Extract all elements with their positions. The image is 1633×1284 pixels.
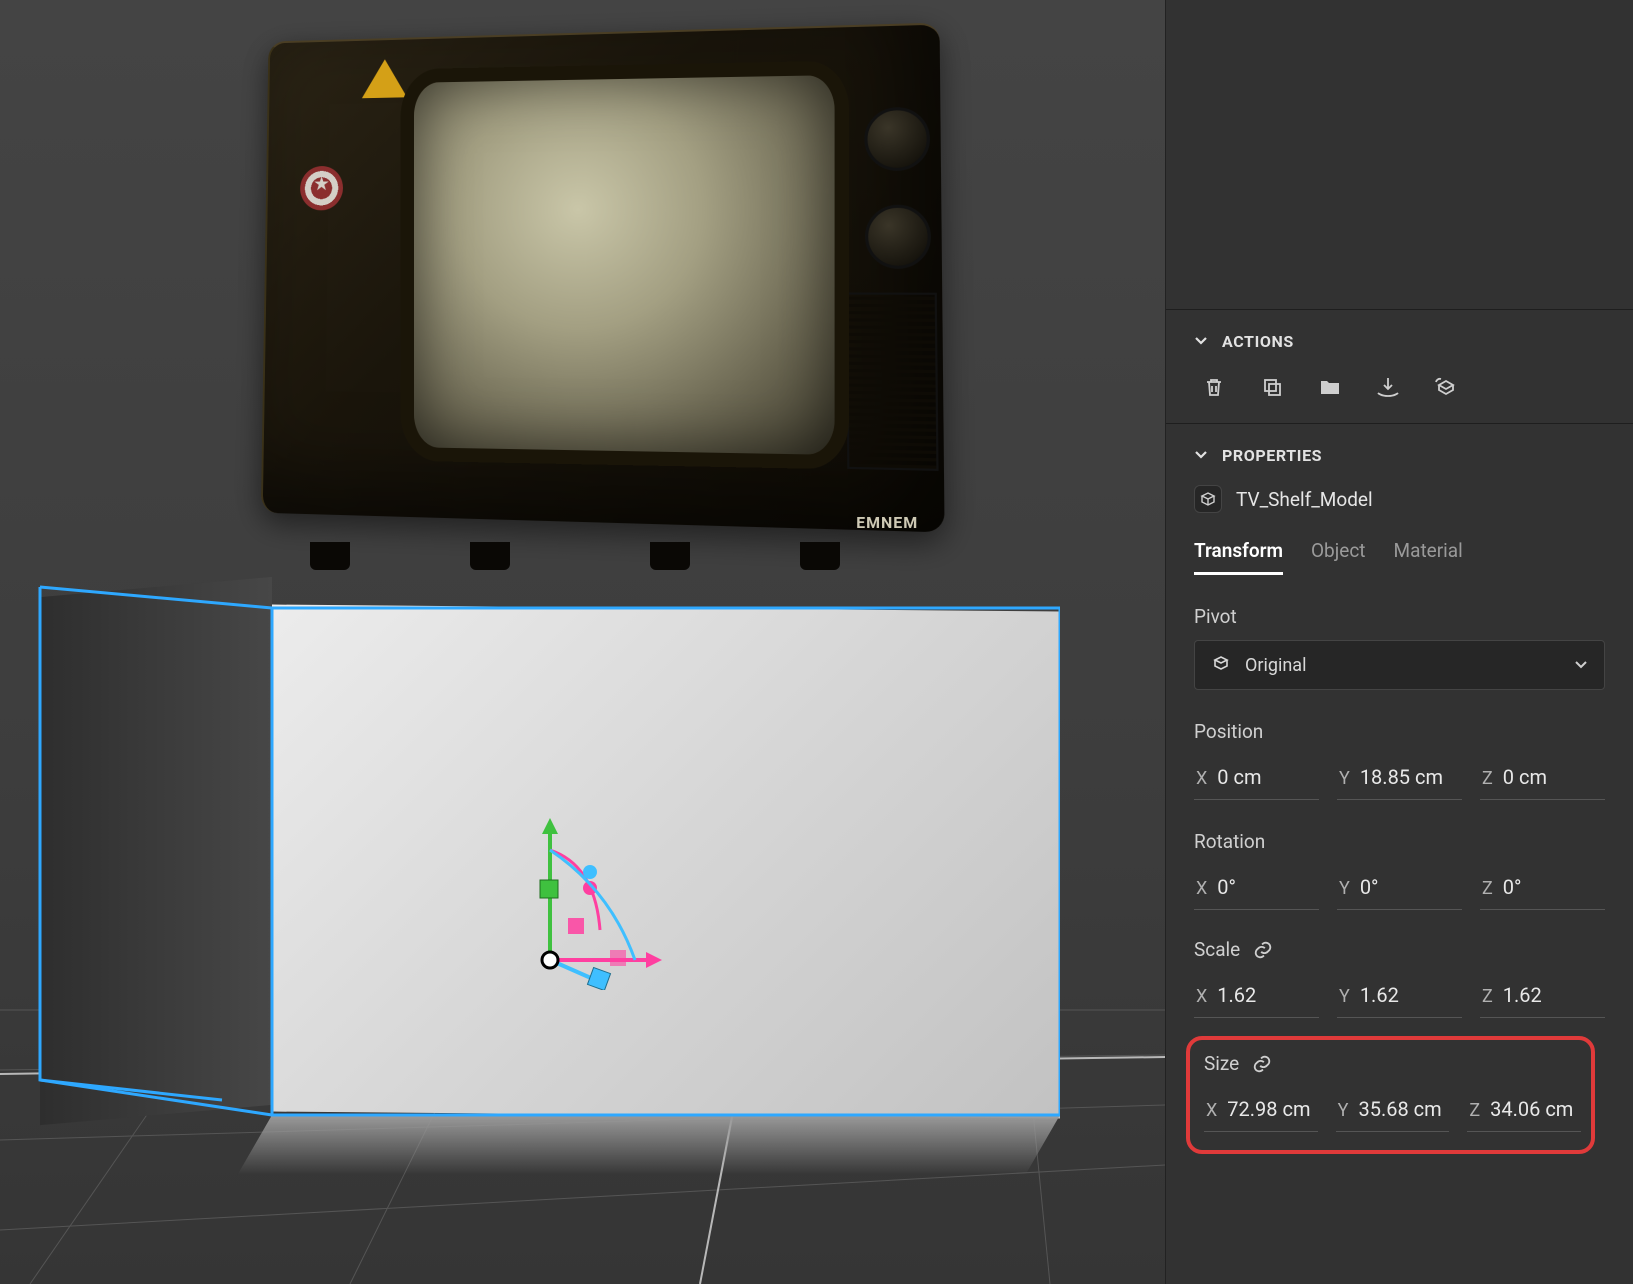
sticker-triangle bbox=[362, 59, 408, 98]
link-icon[interactable] bbox=[1251, 1053, 1273, 1075]
rotation-x[interactable]: X0° bbox=[1194, 867, 1319, 910]
shelf-shadow bbox=[237, 1115, 1060, 1175]
size-z[interactable]: Z34.06 cm bbox=[1467, 1089, 1581, 1132]
object-name: TV_Shelf_Model bbox=[1236, 488, 1373, 511]
tv-foot bbox=[800, 542, 840, 570]
pivot-origin-icon bbox=[1211, 653, 1231, 678]
actions-title: ACTIONS bbox=[1222, 332, 1294, 351]
actions-section: ACTIONS bbox=[1166, 310, 1633, 424]
tv-model[interactable]: EMNEM bbox=[220, 10, 940, 560]
link-icon[interactable] bbox=[1252, 939, 1274, 961]
chevron-down-icon bbox=[1194, 332, 1208, 351]
tab-material[interactable]: Material bbox=[1394, 539, 1463, 575]
tv-speaker-grille bbox=[846, 293, 938, 471]
properties-title: PROPERTIES bbox=[1222, 446, 1322, 465]
rotation-y[interactable]: Y0° bbox=[1337, 867, 1462, 910]
rotation-row: X0° Y0° Z0° bbox=[1194, 867, 1605, 910]
properties-header[interactable]: PROPERTIES bbox=[1194, 446, 1605, 465]
scale-header: Scale bbox=[1194, 938, 1605, 961]
chevron-down-icon bbox=[1574, 655, 1588, 676]
object-name-row[interactable]: TV_Shelf_Model bbox=[1194, 485, 1605, 513]
properties-section: PROPERTIES TV_Shelf_Model Transform Obje… bbox=[1166, 424, 1633, 1182]
inspector-panel: ACTIONS PROPERTIES bbox=[1165, 0, 1633, 1284]
size-row: X72.98 cm Y35.68 cm Z34.06 cm bbox=[1204, 1089, 1581, 1132]
rotation-z[interactable]: Z0° bbox=[1480, 867, 1605, 910]
size-y[interactable]: Y35.68 cm bbox=[1336, 1089, 1450, 1132]
size-x[interactable]: X72.98 cm bbox=[1204, 1089, 1318, 1132]
panel-top-spacer bbox=[1166, 0, 1633, 310]
rotation-label: Rotation bbox=[1194, 830, 1605, 853]
tv-foot bbox=[650, 542, 690, 570]
size-header: Size bbox=[1204, 1052, 1581, 1075]
tv-foot bbox=[470, 542, 510, 570]
viewport-3d[interactable]: EMNEM bbox=[0, 0, 1165, 1284]
position-x[interactable]: X0 cm bbox=[1194, 757, 1319, 800]
position-y[interactable]: Y18.85 cm bbox=[1337, 757, 1462, 800]
tv-foot bbox=[310, 542, 350, 570]
size-label: Size bbox=[1204, 1052, 1239, 1075]
mesh-icon bbox=[1194, 485, 1222, 513]
import-icon[interactable] bbox=[1374, 373, 1402, 401]
position-label: Position bbox=[1194, 720, 1605, 743]
position-z[interactable]: Z0 cm bbox=[1480, 757, 1605, 800]
size-highlight-box: Size X72.98 cm Y35.68 cm Z34.06 cm bbox=[1186, 1036, 1595, 1154]
position-row: X0 cm Y18.85 cm Z0 cm bbox=[1194, 757, 1605, 800]
scale-row: X1.62 Y1.62 Z1.62 bbox=[1194, 975, 1605, 1018]
tv-screen bbox=[401, 61, 850, 470]
property-tabs: Transform Object Material bbox=[1194, 539, 1605, 575]
delete-icon[interactable] bbox=[1200, 373, 1228, 401]
duplicate-icon[interactable] bbox=[1258, 373, 1286, 401]
pivot-select[interactable]: Original bbox=[1194, 640, 1605, 690]
tv-knob-bottom bbox=[865, 204, 931, 268]
scale-z[interactable]: Z1.62 bbox=[1480, 975, 1605, 1018]
shelf-front-face bbox=[272, 605, 1060, 1119]
scale-label: Scale bbox=[1194, 938, 1240, 961]
chevron-down-icon bbox=[1194, 446, 1208, 465]
tab-object[interactable]: Object bbox=[1311, 539, 1366, 575]
shelf-model-selected[interactable] bbox=[32, 580, 1060, 1150]
scale-y[interactable]: Y1.62 bbox=[1337, 975, 1462, 1018]
actions-toolbar bbox=[1194, 373, 1605, 401]
actions-header[interactable]: ACTIONS bbox=[1194, 332, 1605, 351]
scale-x[interactable]: X1.62 bbox=[1194, 975, 1319, 1018]
sticker-shield bbox=[300, 166, 343, 211]
folder-icon[interactable] bbox=[1316, 373, 1344, 401]
shelf-side-face bbox=[40, 577, 272, 1125]
pivot-label: Pivot bbox=[1194, 605, 1605, 628]
tv-knob-top bbox=[864, 107, 930, 172]
replace-asset-icon[interactable] bbox=[1432, 373, 1460, 401]
tab-transform[interactable]: Transform bbox=[1194, 539, 1283, 575]
tv-brand-label: EMNEM bbox=[856, 513, 918, 532]
pivot-value: Original bbox=[1245, 655, 1306, 676]
